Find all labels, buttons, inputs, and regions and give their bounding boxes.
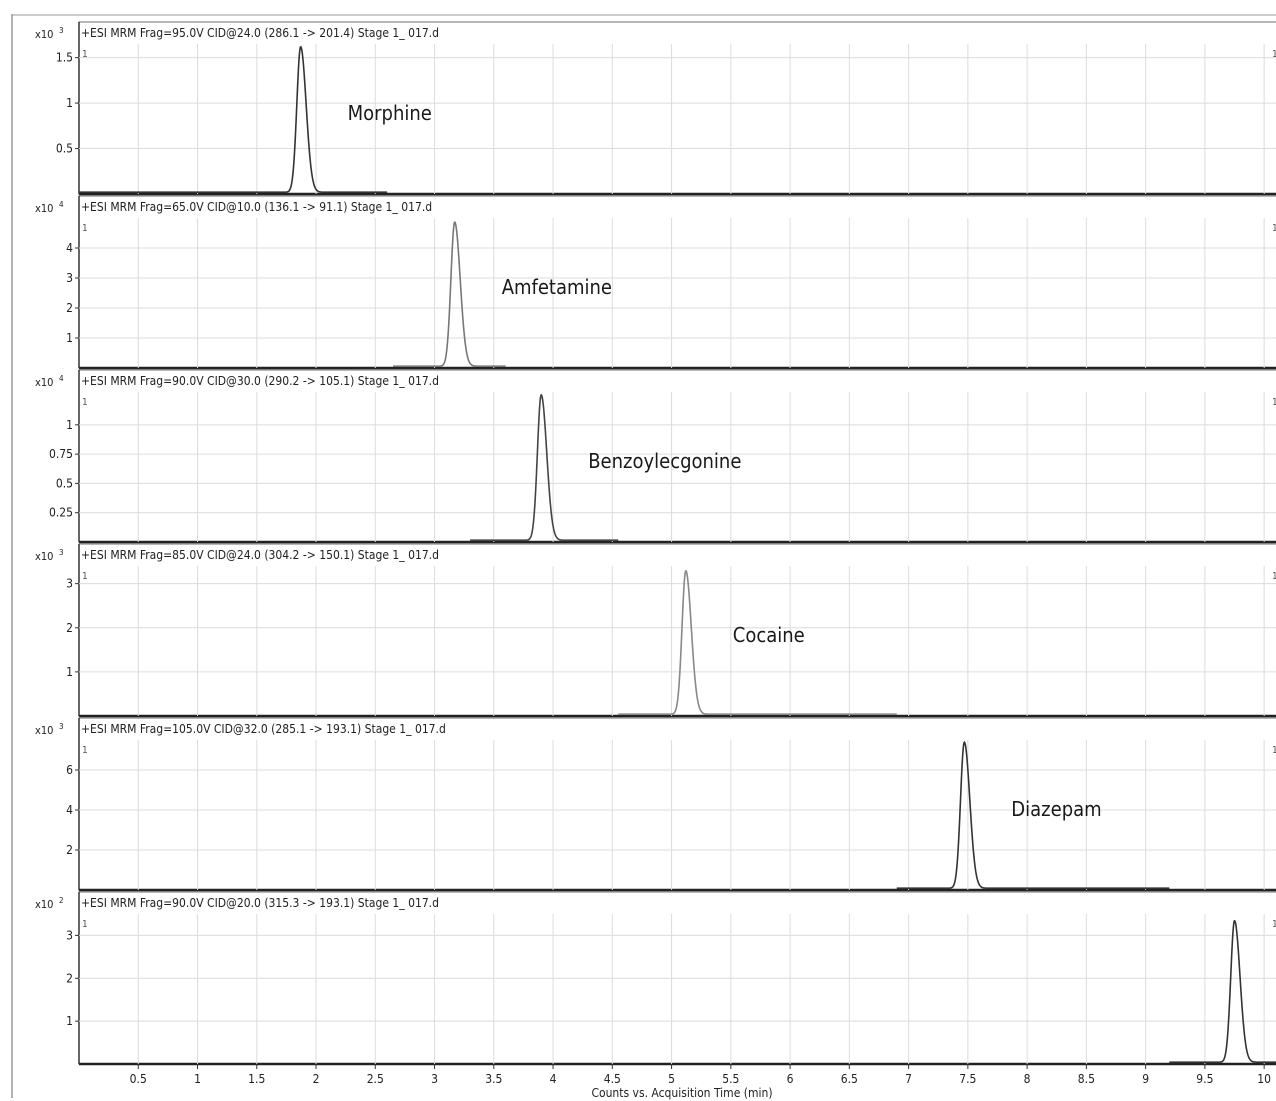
curve-marker-left: 1 <box>82 223 88 234</box>
x-tick-label: 6 <box>787 1072 794 1086</box>
curve-marker-right: 1 <box>1272 745 1276 756</box>
y-scale-exponent: 4 <box>59 200 64 209</box>
y-tick-label: 1 <box>66 96 73 110</box>
curve-marker-left: 1 <box>82 571 88 582</box>
y-tick-label: 6 <box>66 763 73 777</box>
chromatogram-panel: 1 2 3 4 +ESI MRM Frag=65.0V CID@10.0 (136.1 … <box>35 195 1276 370</box>
x-tick-label: 4 <box>550 1072 557 1086</box>
x-tick-label: 8 <box>1024 1072 1031 1086</box>
y-tick-label: 2 <box>66 301 73 315</box>
y-scale-exponent: 3 <box>59 26 64 35</box>
curve-marker-left: 1 <box>82 919 88 930</box>
x-axis-label: Counts vs. Acquisition Time (min) <box>591 1086 772 1100</box>
x-axis: 0.5 1 1.5 2 2.5 3 3.5 4 4.5 5 5.5 6 6.5 7 7.5 8 8.5 9 9.5 1… <box>130 1064 1271 1086</box>
panel-frame <box>78 543 1276 717</box>
panel-header: +ESI MRM Frag=90.0V CID@20.0 (315.3 -> 1… <box>81 896 439 910</box>
x-tick-label: 8.5 <box>1078 1072 1095 1086</box>
y-tick-label: 1 <box>66 665 73 679</box>
y-scale-exponent: 4 <box>59 374 64 383</box>
panel-header: +ESI MRM Frag=65.0V CID@10.0 (136.1 -> 9… <box>81 200 432 214</box>
compound-label: Diazepam <box>1011 797 1101 821</box>
chromatogram-trace <box>1169 919 1276 1063</box>
panel-frame <box>78 195 1276 369</box>
x-tick-label: 3 <box>431 1072 438 1086</box>
panel-header: +ESI MRM Frag=105.0V CID@32.0 (285.1 -> … <box>81 722 446 736</box>
x-tick-label: 2 <box>313 1072 320 1086</box>
y-tick-label: 3 <box>66 928 73 942</box>
x-tick-label: 7.5 <box>959 1072 976 1086</box>
y-tick-label: 0.75 <box>49 447 73 461</box>
chromatogram-trace <box>618 569 897 715</box>
y-scale-factor: x10 <box>35 28 53 41</box>
x-tick-label: 10 <box>1257 1072 1271 1086</box>
panel-frame <box>78 717 1276 891</box>
y-tick-label: 2 <box>66 621 73 635</box>
y-scale-exponent: 3 <box>59 722 64 731</box>
y-scale-factor: x10 <box>35 202 53 215</box>
y-scale-factor: x10 <box>35 898 53 911</box>
compound-label: Benzoylecgonine <box>588 449 741 473</box>
chromatogram-trace <box>470 393 619 541</box>
curve-marker-right: 1 <box>1272 223 1276 234</box>
y-scale-factor: x10 <box>35 550 53 563</box>
chromatogram-panel: 0.25 0.5 0.75 1 +ESI MRM Frag=90.0V CID@30.0… <box>35 369 1276 544</box>
y-tick-label: 2 <box>66 843 73 857</box>
curve-marker-right: 1 <box>1272 571 1276 582</box>
x-tick-label: 2.5 <box>367 1072 384 1086</box>
panel-frame <box>78 21 1276 195</box>
x-tick-label: 9 <box>1142 1072 1149 1086</box>
y-tick-label: 1 <box>66 331 73 345</box>
curve-marker-right: 1 <box>1272 397 1276 408</box>
y-tick-label: 0.5 <box>56 476 73 490</box>
x-tick-label: 1 <box>194 1072 201 1086</box>
panel-header: +ESI MRM Frag=95.0V CID@24.0 (286.1 -> 2… <box>81 26 439 40</box>
x-tick-label: 4.5 <box>604 1072 621 1086</box>
x-tick-label: 6.5 <box>841 1072 858 1086</box>
chromatogram-panel: 2 4 6 +ESI MRM Frag=105.0V CID@32.0 (285.1 … <box>35 717 1276 892</box>
chromatogram-panel: 1 2 3 +ESI MRM Frag=90.0V CID@20.0 (315.3 -… <box>35 891 1276 1066</box>
y-tick-label: 0.25 <box>49 506 73 520</box>
y-scale-factor: x10 <box>35 376 53 389</box>
y-tick-label: 0.5 <box>56 142 73 156</box>
curve-marker-left: 1 <box>82 397 88 408</box>
compound-label: Amfetamine <box>502 275 612 299</box>
panel-header: +ESI MRM Frag=90.0V CID@30.0 (290.2 -> 1… <box>81 374 439 388</box>
chromatogram-trace <box>896 740 1170 889</box>
x-tick-label: 9.5 <box>1196 1072 1213 1086</box>
chromatogram-panel: 0.5 1 1.5 +ESI MRM Frag=95.0V CID@24.0 (286… <box>35 21 1276 196</box>
x-tick-label: 1.5 <box>248 1072 265 1086</box>
y-tick-label: 3 <box>66 577 73 591</box>
y-tick-label: 2 <box>66 971 73 985</box>
chromatogram-trace <box>79 45 388 193</box>
y-tick-label: 1 <box>66 418 73 432</box>
y-tick-label: 4 <box>66 803 73 817</box>
y-tick-label: 3 <box>66 271 73 285</box>
curve-marker-right: 1 <box>1272 49 1276 60</box>
curve-marker-left: 1 <box>82 745 88 756</box>
chromatogram-panel: 1 2 3 +ESI MRM Frag=85.0V CID@24.0 (304.2 -… <box>35 543 1276 718</box>
y-tick-label: 1.5 <box>56 51 73 65</box>
x-tick-label: 3.5 <box>485 1072 502 1086</box>
curve-marker-left: 1 <box>82 49 88 60</box>
x-tick-label: 5.5 <box>722 1072 739 1086</box>
y-scale-exponent: 2 <box>59 896 64 905</box>
curve-marker-right: 1 <box>1272 919 1276 930</box>
y-scale-factor: x10 <box>35 724 53 737</box>
y-tick-label: 4 <box>66 241 73 255</box>
x-tick-label: 5 <box>668 1072 675 1086</box>
x-tick-label: 0.5 <box>130 1072 147 1086</box>
chromatogram-trace <box>393 221 506 367</box>
y-scale-exponent: 3 <box>59 548 64 557</box>
compound-label: Cocaine <box>733 623 805 647</box>
y-tick-label: 1 <box>66 1014 73 1028</box>
compound-label: Morphine <box>348 101 432 125</box>
panel-header: +ESI MRM Frag=85.0V CID@24.0 (304.2 -> 1… <box>81 548 439 562</box>
x-tick-label: 7 <box>905 1072 912 1086</box>
